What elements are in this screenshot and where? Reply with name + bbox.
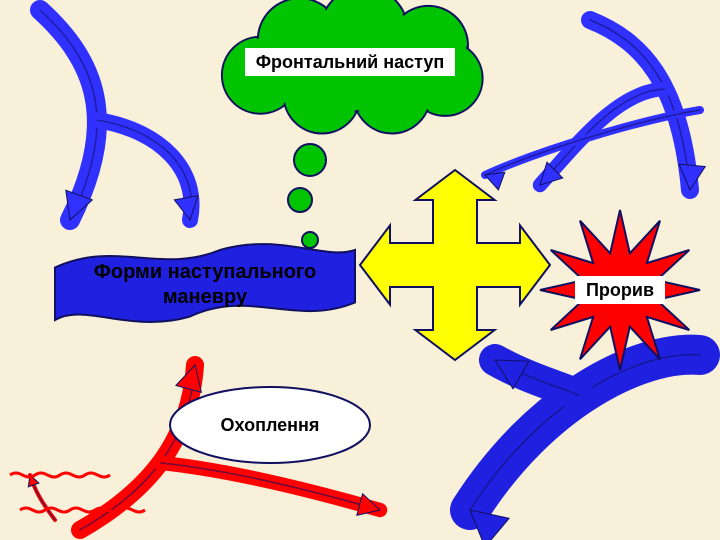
top-left-blue	[40, 10, 192, 220]
diagram-canvas: Фронтальний наступФорми наступального ма…	[0, 0, 720, 540]
top-right-blue	[540, 20, 690, 190]
cloud-node	[222, 0, 483, 134]
squiggle-0	[10, 473, 110, 477]
diagram-svg	[0, 0, 720, 540]
oval-node	[170, 387, 370, 463]
bottom-right-blue-big	[470, 355, 700, 510]
thought-bubble	[294, 144, 326, 176]
thought-bubble	[288, 188, 312, 212]
thought-bubble	[302, 232, 318, 248]
cross-arrow	[360, 170, 550, 360]
squiggle-1	[20, 508, 145, 512]
